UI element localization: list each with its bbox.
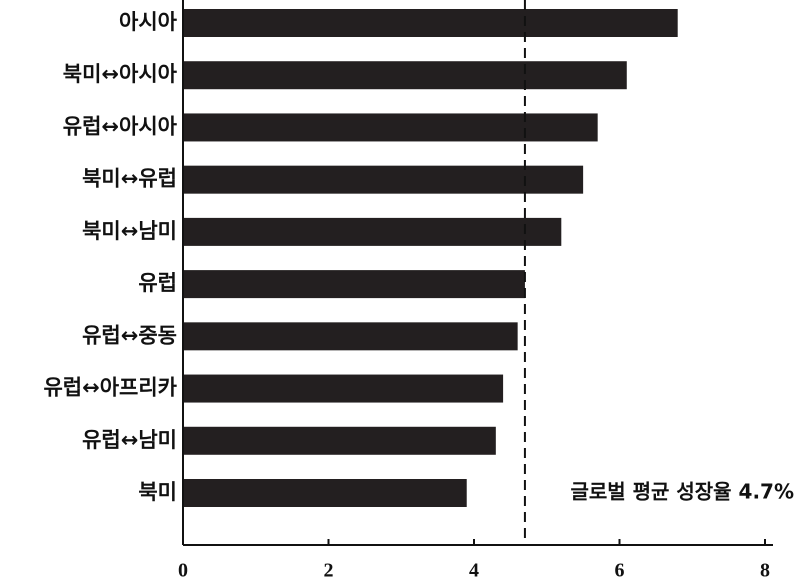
bar (183, 322, 518, 351)
bar (183, 9, 678, 37)
y-tick-label: 북미 (138, 480, 177, 504)
y-tick-label: 유럽↔아시아 (63, 114, 178, 138)
bar (183, 270, 525, 299)
y-tick-label: 유럽↔아프리카 (43, 376, 177, 400)
y-tick-label: 아시아 (119, 10, 178, 34)
bar (183, 165, 584, 194)
y-tick-label: 유럽 (138, 271, 177, 295)
y-tick-label: 북미↔아시아 (63, 62, 178, 86)
bar (183, 61, 627, 90)
bar (183, 374, 504, 403)
reference-label: 글로벌 평균 성장율 4.7% (570, 480, 794, 504)
x-tick-label: 6 (615, 560, 625, 582)
x-tick-label: 4 (469, 560, 479, 582)
y-tick-label: 북미↔유럽 (82, 167, 177, 191)
x-tick-label: 8 (760, 560, 770, 582)
y-tick-label: 유럽↔남미 (82, 428, 177, 452)
x-tick-label: 0 (178, 560, 188, 582)
y-tick-label: 유럽↔중동 (82, 323, 177, 347)
y-tick-label: 북미↔남미 (82, 219, 177, 243)
bar (183, 113, 598, 142)
bar (183, 426, 496, 455)
bar (183, 479, 467, 507)
bar (183, 217, 562, 246)
x-tick-label: 2 (324, 560, 334, 582)
